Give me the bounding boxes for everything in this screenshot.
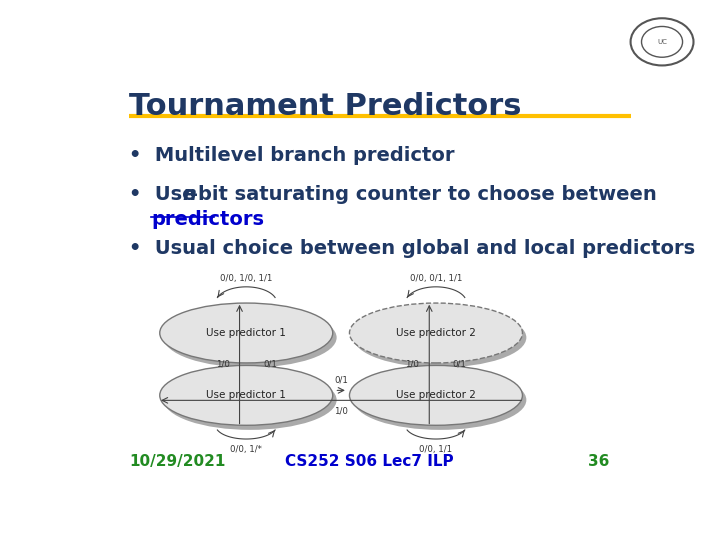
Ellipse shape <box>163 370 337 430</box>
Text: 1/0: 1/0 <box>334 407 348 416</box>
Text: •  Use: • Use <box>129 185 202 204</box>
Ellipse shape <box>163 308 337 368</box>
Text: 36: 36 <box>588 454 609 469</box>
Text: predictors: predictors <box>151 210 264 230</box>
Ellipse shape <box>349 366 523 426</box>
Text: n: n <box>183 185 197 204</box>
Text: •  Multilevel branch predictor: • Multilevel branch predictor <box>129 146 454 165</box>
Text: 0/0, 1/0, 1/1: 0/0, 1/0, 1/1 <box>220 274 272 283</box>
Text: CS252 S06 Lec7 ILP: CS252 S06 Lec7 ILP <box>284 454 454 469</box>
Text: Use predictor 1: Use predictor 1 <box>207 328 286 338</box>
Text: 10/29/2021: 10/29/2021 <box>129 454 225 469</box>
Ellipse shape <box>160 366 333 426</box>
Text: Use predictor 1: Use predictor 1 <box>207 390 286 400</box>
Text: •  Usual choice between global and local predictors: • Usual choice between global and local … <box>129 239 696 259</box>
Text: 0/0, 0/1, 1/1: 0/0, 0/1, 1/1 <box>410 274 462 283</box>
Text: UC: UC <box>657 39 667 45</box>
Ellipse shape <box>349 303 523 363</box>
Text: -bit saturating counter to choose between: -bit saturating counter to choose betwee… <box>190 185 657 204</box>
Text: 0/1: 0/1 <box>453 360 467 369</box>
Ellipse shape <box>354 308 526 368</box>
Text: 1/0: 1/0 <box>215 360 230 369</box>
Ellipse shape <box>160 303 333 363</box>
Text: Use predictor 2: Use predictor 2 <box>396 328 476 338</box>
Text: 0/0, 1/1: 0/0, 1/1 <box>419 445 453 454</box>
Text: Use predictor 2: Use predictor 2 <box>396 390 476 400</box>
Text: 1/0: 1/0 <box>405 360 419 369</box>
Text: 0/1: 0/1 <box>334 375 348 384</box>
Text: 0/0, 1/*: 0/0, 1/* <box>230 445 262 454</box>
Ellipse shape <box>354 370 526 430</box>
Text: Tournament Predictors: Tournament Predictors <box>129 92 521 121</box>
Text: 0/1: 0/1 <box>263 360 277 369</box>
